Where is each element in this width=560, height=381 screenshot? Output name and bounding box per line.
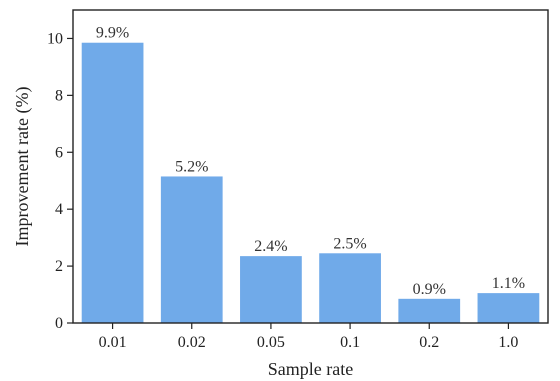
y-tick-label: 8 (55, 87, 63, 104)
data-label: 2.5% (333, 235, 366, 252)
y-tick-label: 10 (47, 30, 63, 47)
bar (81, 42, 144, 324)
data-label: 2.4% (254, 238, 287, 255)
bar (319, 253, 381, 323)
x-tick-label: 0.01 (99, 334, 127, 351)
plot-frame (72, 9, 549, 324)
y-tick-label: 0 (55, 315, 63, 332)
data-label: 0.9% (413, 281, 446, 298)
x-tick-label: 1.0 (498, 334, 518, 351)
x-tick-label: 0.1 (340, 334, 360, 351)
bars-group (81, 42, 540, 324)
data-labels-group: 9.9% 5.2% 2.4% 2.5% 0.9% 1.1% (96, 25, 525, 298)
x-tick-label: 0.02 (178, 334, 206, 351)
x-tick-label: 0.2 (419, 334, 439, 351)
data-label: 9.9% (96, 25, 129, 42)
bar (240, 256, 302, 323)
y-axis-title: Improvement rate (%) (12, 87, 33, 247)
x-axis-title: Sample rate (268, 359, 353, 379)
y-axis: 0 2 4 6 8 10 (47, 30, 73, 332)
data-label: 1.1% (492, 275, 525, 292)
x-axis: 0.01 0.02 0.05 0.1 0.2 1.0 (99, 323, 518, 351)
y-tick-label: 4 (55, 201, 63, 218)
bar (398, 298, 461, 323)
y-tick-label: 2 (55, 258, 63, 275)
x-tick-label: 0.05 (257, 334, 285, 351)
bar (477, 293, 540, 323)
y-tick-label: 6 (55, 144, 63, 161)
data-label: 5.2% (175, 158, 208, 175)
bar (160, 176, 223, 323)
